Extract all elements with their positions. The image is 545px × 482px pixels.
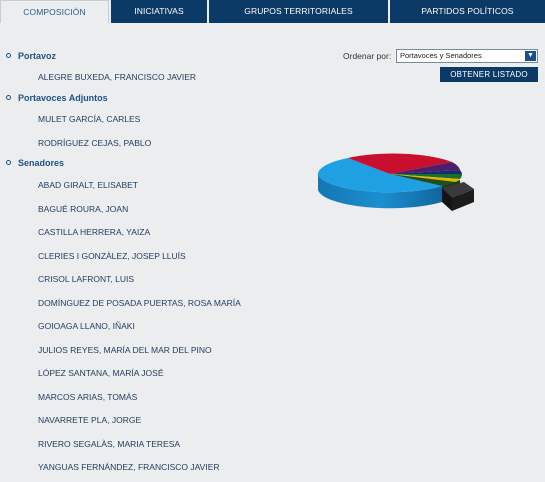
pie-slice-green (390, 174, 463, 179)
bullet-icon (6, 160, 11, 165)
tab-grupos-territoriales[interactable]: GRUPOS TERRITORIALES (209, 0, 388, 23)
pie-slice-red (348, 153, 452, 174)
pie-slice-yellow (390, 174, 460, 182)
member-link[interactable]: YANGUAS FERNÁNDEZ, FRANCISCO JAVIER (38, 462, 220, 472)
pie-slice-black (442, 182, 474, 198)
tab-composicion[interactable]: COMPOSICIÓN (0, 0, 109, 23)
tab-bar: COMPOSICIÓN INICIATIVAS GRUPOS TERRITORI… (0, 0, 545, 23)
section-title: Portavoz (18, 51, 57, 61)
member-link[interactable]: ABAD GIRALT, ELISABET (38, 180, 138, 190)
member-link[interactable]: GOIOAGA LLANO, IÑAKI (38, 321, 135, 331)
order-by-value: Portavoces y Senadores (400, 51, 482, 60)
order-by-label: Ordenar por: (343, 51, 392, 61)
bullet-icon (6, 53, 11, 58)
member-link[interactable]: MARCOS ARIAS, TOMÁS (38, 392, 138, 402)
section-portavoz: Portavoz (6, 51, 56, 61)
section-senadores: Senadores (6, 158, 64, 168)
member-link[interactable]: ALEGRE BUXEDA, FRANCISCO JAVIER (38, 72, 197, 82)
chevron-down-icon[interactable]: ▼ (525, 51, 536, 61)
member-link[interactable]: CRISOL LAFRONT, LUIS (38, 274, 135, 284)
member-link[interactable]: RODRÍGUEZ CEJAS, PABLO (38, 138, 152, 148)
pie-slice-navy (390, 170, 462, 174)
get-list-button[interactable]: OBTENER LISTADO (440, 67, 538, 82)
member-link[interactable]: BAGUÉ ROURA, JOAN (38, 204, 129, 214)
member-link[interactable]: LÓPEZ SANTANA, MARÍA JOSÉ (38, 368, 164, 378)
group-pie-chart (318, 153, 474, 211)
section-title: Senadores (18, 158, 65, 168)
section-portavoces-adjuntos: Portavoces Adjuntos (6, 93, 108, 103)
member-link[interactable]: MULET GARCÍA, CARLES (38, 114, 141, 124)
member-link[interactable]: JULIOS REYES, MARÍA DEL MAR DEL PINO (38, 345, 212, 355)
pie-side-blue (318, 174, 442, 209)
member-link[interactable]: RIVERO SEGALÀS, MARIA TERESA (38, 439, 181, 449)
member-link[interactable]: DOMÍNGUEZ DE POSADA PUERTAS, ROSA MARÍA (38, 298, 241, 308)
member-link[interactable]: CASTILLA HERRERA, YAIZA (38, 227, 151, 237)
pie-side-black-2 (442, 188, 452, 211)
pie-slice-blue (318, 158, 442, 193)
section-title: Portavoces Adjuntos (18, 93, 108, 103)
tab-partidos-politicos[interactable]: PARTIDOS POLÍTICOS (390, 0, 545, 23)
pie-side-black (452, 189, 474, 211)
bullet-icon (6, 95, 11, 100)
pie-slice-darkgreen (390, 174, 456, 186)
order-by-select[interactable]: Portavoces y Senadores ▼ (396, 49, 538, 63)
member-link[interactable]: CLERIES I GONZÀLEZ, JOSEP LLUÍS (38, 251, 186, 261)
member-link[interactable]: NAVARRETE PLA, JORGE (38, 415, 142, 425)
tab-iniciativas[interactable]: INICIATIVAS (111, 0, 207, 23)
